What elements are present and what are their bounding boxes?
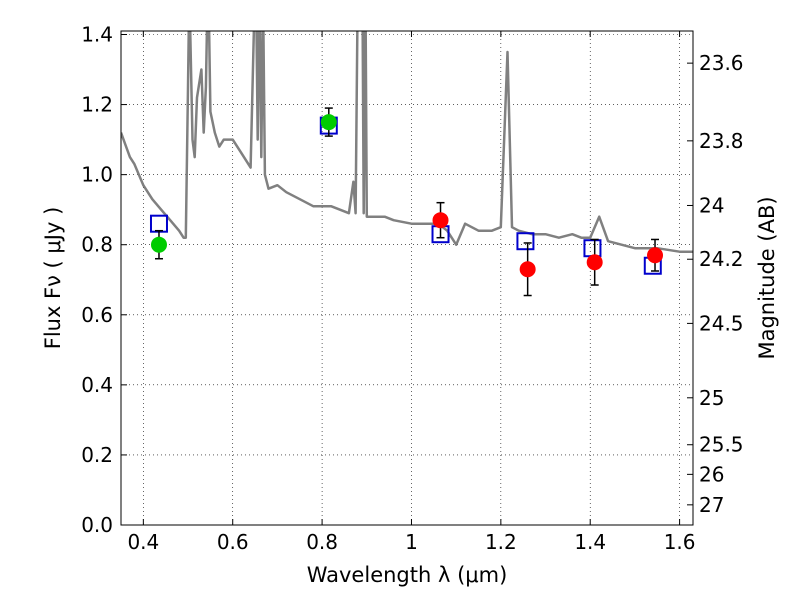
x-tick-label: 1.6 [664,530,696,554]
x-tick-label: 0.8 [306,530,338,554]
x-tick-label: 0.6 [217,530,249,554]
y2-tick-label: 25 [699,386,724,410]
y2-tick-label: 24.2 [699,247,744,271]
y-tick-label: 1.2 [81,93,113,117]
y-axis-label: Flux Fν ( μJy ) [41,207,65,350]
observed-flux-point [586,254,603,271]
y-tick-label: 0.2 [81,443,113,467]
model-spectrum-line [121,31,693,253]
y-tick-label: 0.0 [81,513,113,537]
x-tick-label: 1 [405,530,418,554]
axis-ticks: 0.4 0.6 0.8 1 1.2 1.4 1.6 0.0 0.2 0.4 0.6 0.8 1.0 1.2… [81,23,743,554]
y-tick-label: 1.4 [81,23,113,47]
y2-tick-label: 25.5 [699,433,744,457]
y2-axis-label: Magnitude (AB) [755,196,779,359]
observed-flux-point [432,212,449,229]
x-tick-label: 1.4 [574,530,606,554]
y-tick-label: 0.4 [81,373,113,397]
y-tick-label: 0.8 [81,233,113,257]
plot-frame [120,30,694,526]
observed-flux-point [647,247,664,264]
y2-tick-label: 27 [699,493,724,517]
y2-tick-label: 24.5 [699,311,744,335]
plot-area [121,31,693,297]
x-tick-label: 1.2 [485,530,517,554]
y-tick-label: 0.6 [81,303,113,327]
observed-flux-point [320,114,337,131]
y2-tick-label: 26 [699,462,724,486]
model-flux-square [516,232,535,251]
y2-tick-label: 24 [699,193,724,217]
x-axis-label: Wavelength λ (μm) [307,563,508,587]
observed-flux-point [519,261,536,278]
plot-background [121,31,693,525]
y2-tick-label: 23.8 [699,129,744,153]
x-tick-label: 0.4 [127,530,159,554]
y-tick-label: 1.0 [81,163,113,187]
observed-flux-point [150,236,167,253]
y2-tick-label: 23.6 [699,51,744,75]
